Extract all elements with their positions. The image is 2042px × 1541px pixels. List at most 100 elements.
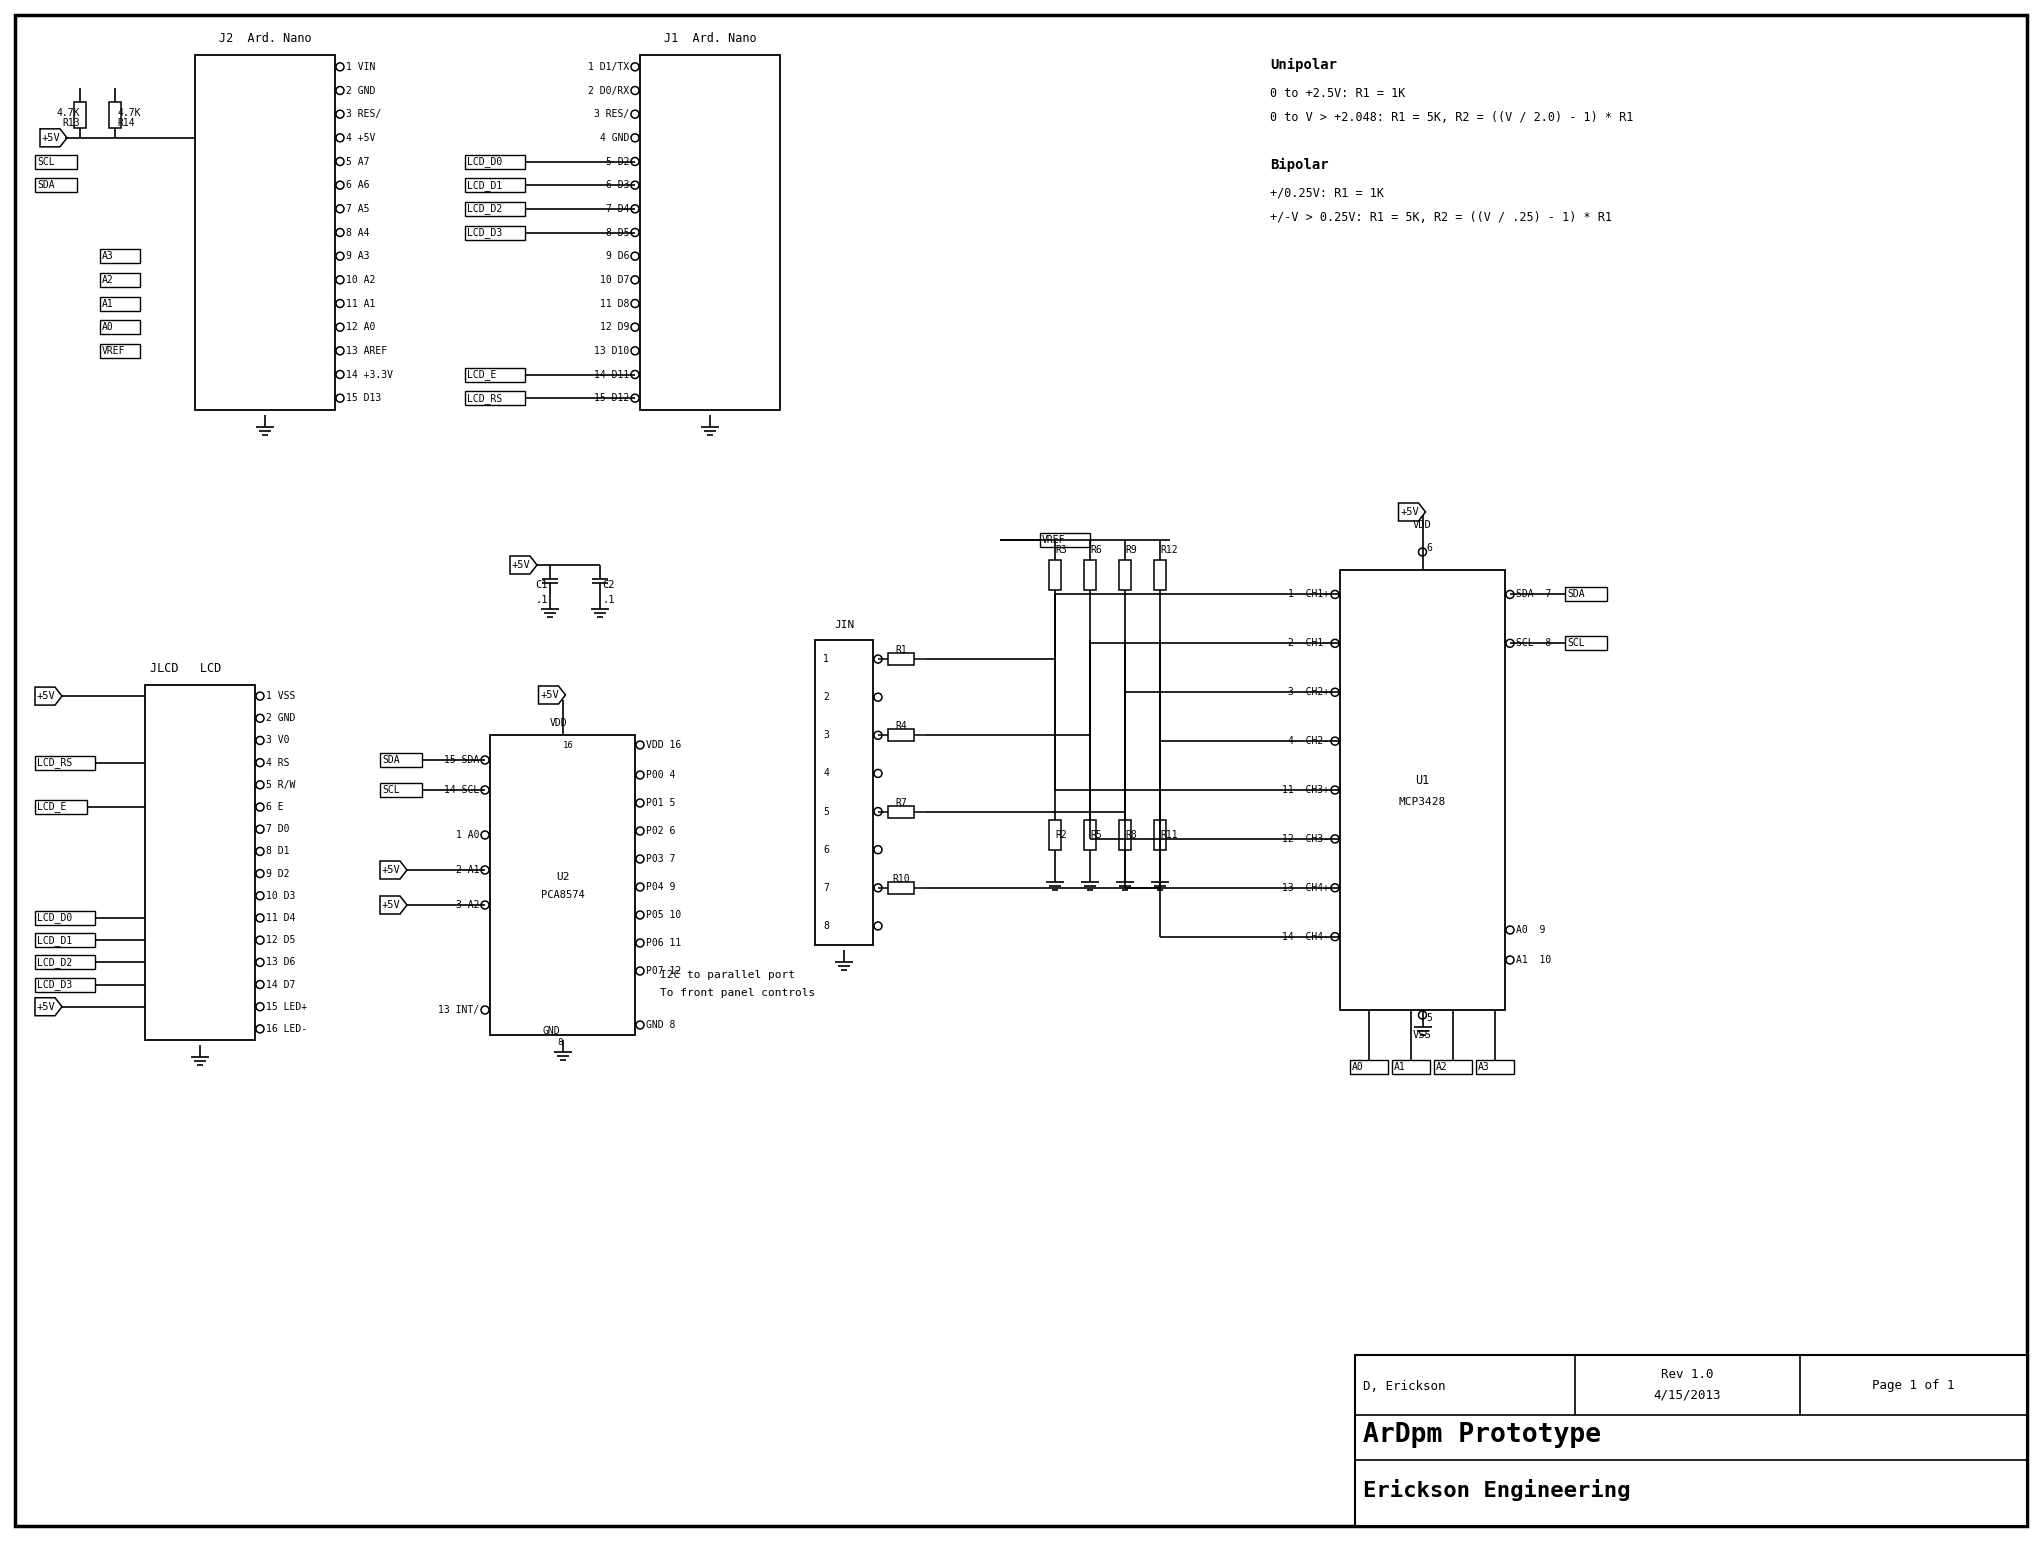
Bar bbox=[100, 296, 141, 310]
Bar bbox=[466, 225, 525, 239]
Text: 2 GND: 2 GND bbox=[265, 713, 296, 723]
Text: 5 A7: 5 A7 bbox=[345, 157, 370, 166]
Bar bbox=[1084, 820, 1097, 851]
Text: R14: R14 bbox=[116, 117, 135, 128]
Text: 5: 5 bbox=[1427, 1012, 1431, 1023]
Text: +5V: +5V bbox=[382, 865, 400, 875]
Text: R10: R10 bbox=[892, 874, 911, 885]
Text: 4/15/2013: 4/15/2013 bbox=[1654, 1388, 1721, 1401]
Bar bbox=[466, 391, 525, 405]
Text: SCL: SCL bbox=[382, 784, 400, 795]
Text: 4: 4 bbox=[823, 769, 829, 778]
Text: P04 9: P04 9 bbox=[645, 881, 676, 892]
Text: P02 6: P02 6 bbox=[645, 826, 676, 837]
Text: +5V: +5V bbox=[541, 690, 560, 700]
Text: R2: R2 bbox=[1056, 831, 1066, 840]
Text: P00 4: P00 4 bbox=[645, 770, 676, 780]
Text: 3 RES/: 3 RES/ bbox=[594, 109, 629, 119]
Text: Erickson Engineering: Erickson Engineering bbox=[1362, 1479, 1630, 1501]
Text: VDD: VDD bbox=[549, 718, 568, 727]
Text: JIN: JIN bbox=[833, 619, 854, 630]
Text: 7 A5: 7 A5 bbox=[345, 203, 370, 214]
Bar bbox=[35, 179, 78, 193]
Text: LCD_E: LCD_E bbox=[37, 801, 67, 812]
Text: 2: 2 bbox=[823, 692, 829, 703]
Text: 1 A0: 1 A0 bbox=[455, 831, 480, 840]
Text: 6: 6 bbox=[1427, 542, 1431, 553]
Text: 1 VIN: 1 VIN bbox=[345, 62, 376, 72]
Bar bbox=[1050, 820, 1062, 851]
Text: Rev 1.0: Rev 1.0 bbox=[1660, 1368, 1713, 1381]
Text: 2 A1: 2 A1 bbox=[455, 865, 480, 875]
Text: 7: 7 bbox=[823, 883, 829, 892]
Text: LCD_D2: LCD_D2 bbox=[468, 203, 502, 214]
Text: 13  CH4+: 13 CH4+ bbox=[1282, 883, 1329, 892]
Text: LCD_D1: LCD_D1 bbox=[468, 180, 502, 191]
Text: R9: R9 bbox=[1125, 546, 1137, 555]
Text: SDA: SDA bbox=[37, 180, 55, 190]
Bar bbox=[380, 754, 423, 767]
Text: SDA  7: SDA 7 bbox=[1515, 590, 1552, 599]
Bar bbox=[1119, 559, 1131, 590]
Text: 13 D10: 13 D10 bbox=[594, 345, 629, 356]
Text: R4: R4 bbox=[894, 721, 907, 732]
Text: 3 V0: 3 V0 bbox=[265, 735, 290, 746]
Bar bbox=[1340, 570, 1505, 1009]
Text: R12: R12 bbox=[1160, 546, 1178, 555]
Text: LCD_D0: LCD_D0 bbox=[37, 912, 71, 923]
Text: +5V: +5V bbox=[1401, 507, 1419, 516]
Bar bbox=[100, 321, 141, 334]
Text: .1: .1 bbox=[602, 595, 615, 606]
Text: .1: .1 bbox=[535, 595, 547, 606]
Text: ArDpm Prototype: ArDpm Prototype bbox=[1362, 1422, 1601, 1449]
Text: +5V: +5V bbox=[37, 690, 55, 701]
Text: I2C to parallel port: I2C to parallel port bbox=[660, 969, 794, 980]
Text: R13: R13 bbox=[63, 117, 80, 128]
Text: 16: 16 bbox=[562, 741, 574, 749]
Text: 4.7K: 4.7K bbox=[57, 108, 80, 117]
Polygon shape bbox=[380, 861, 406, 878]
Polygon shape bbox=[35, 997, 61, 1016]
Text: VREF: VREF bbox=[102, 345, 125, 356]
Text: SCL: SCL bbox=[37, 157, 55, 166]
Text: LCD_D1: LCD_D1 bbox=[37, 935, 71, 946]
Text: 10 D7: 10 D7 bbox=[600, 274, 629, 285]
Text: SCL  8: SCL 8 bbox=[1515, 638, 1552, 649]
Text: SDA: SDA bbox=[1566, 590, 1585, 599]
Text: A0: A0 bbox=[1352, 1062, 1364, 1073]
Text: 15 D13: 15 D13 bbox=[345, 393, 382, 404]
Text: 13 D6: 13 D6 bbox=[265, 957, 296, 968]
Text: 2 D0/RX: 2 D0/RX bbox=[588, 85, 629, 96]
Text: 8: 8 bbox=[823, 922, 829, 931]
Text: 4 GND: 4 GND bbox=[600, 133, 629, 143]
Text: 8 A4: 8 A4 bbox=[345, 228, 370, 237]
Text: 12 D9: 12 D9 bbox=[600, 322, 629, 333]
Bar bbox=[1050, 559, 1062, 590]
Bar bbox=[35, 977, 96, 991]
Bar bbox=[380, 783, 423, 797]
Text: 5 D2: 5 D2 bbox=[606, 157, 629, 166]
Text: 14 SCL: 14 SCL bbox=[443, 784, 480, 795]
Text: A3: A3 bbox=[102, 251, 114, 260]
Text: 12 D5: 12 D5 bbox=[265, 935, 296, 945]
Text: A1  10: A1 10 bbox=[1515, 955, 1552, 965]
Text: 0 to V > +2.048: R1 = 5K, R2 = ((V / 2.0) - 1) * R1: 0 to V > +2.048: R1 = 5K, R2 = ((V / 2.0… bbox=[1270, 111, 1634, 123]
Text: 7 D0: 7 D0 bbox=[265, 824, 290, 834]
Text: 4 +5V: 4 +5V bbox=[345, 133, 376, 143]
Text: 15 SDA: 15 SDA bbox=[443, 755, 480, 764]
Bar bbox=[466, 154, 525, 168]
Bar bbox=[1433, 1060, 1472, 1074]
Text: 4  CH2-: 4 CH2- bbox=[1289, 737, 1329, 746]
Text: 13 INT/: 13 INT/ bbox=[437, 1005, 480, 1016]
Text: 6 D3: 6 D3 bbox=[606, 180, 629, 190]
Bar bbox=[888, 806, 915, 818]
Bar bbox=[108, 102, 120, 128]
Bar bbox=[888, 729, 915, 741]
Bar bbox=[888, 653, 915, 666]
Text: To front panel controls: To front panel controls bbox=[660, 988, 815, 999]
Text: 12  CH3-: 12 CH3- bbox=[1282, 834, 1329, 844]
Text: 3 A2: 3 A2 bbox=[455, 900, 480, 911]
Bar bbox=[1476, 1060, 1513, 1074]
Text: 15 LED+: 15 LED+ bbox=[265, 1002, 306, 1012]
Text: 9 A3: 9 A3 bbox=[345, 251, 370, 260]
